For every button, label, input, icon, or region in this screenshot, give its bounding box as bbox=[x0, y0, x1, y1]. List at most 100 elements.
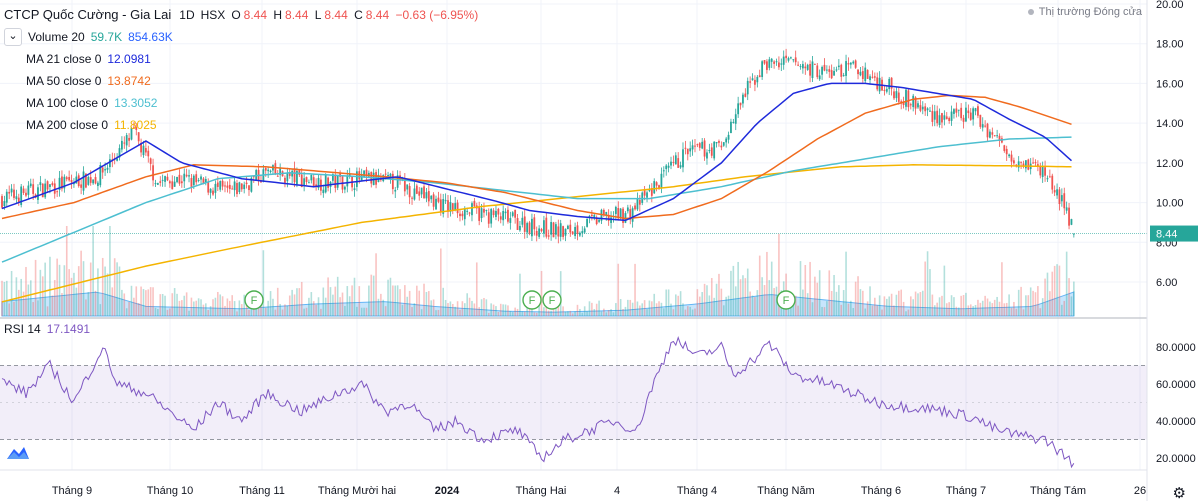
current-price-badge[interactable]: 8.44 bbox=[1150, 225, 1198, 242]
volume-bar bbox=[615, 303, 617, 316]
price-axis[interactable]: 20.0018.0016.0014.0012.0010.008.006.008.… bbox=[1150, 0, 1198, 289]
volume-bar bbox=[456, 301, 459, 316]
candle-body bbox=[1072, 233, 1075, 235]
volume-bar bbox=[276, 287, 279, 316]
rsi-axis[interactable]: 80.0000 60.0000 40.0000 20.0000 bbox=[1156, 342, 1196, 465]
candle-body bbox=[523, 216, 526, 232]
candle-body bbox=[449, 202, 452, 212]
event-label: F bbox=[549, 295, 556, 307]
volume-bar bbox=[65, 226, 68, 316]
candle-body bbox=[902, 101, 905, 105]
volume-bar bbox=[641, 303, 644, 316]
event-marker-f[interactable]: F bbox=[522, 290, 542, 310]
volume-bar bbox=[528, 303, 531, 316]
interval-label[interactable]: 1D bbox=[179, 8, 195, 22]
candle-body bbox=[140, 142, 142, 153]
volume-bar bbox=[588, 301, 591, 316]
volume-bar bbox=[519, 273, 521, 316]
time-tick-label: Tháng 6 bbox=[861, 485, 901, 497]
candle-body bbox=[1053, 190, 1056, 193]
candle-body bbox=[432, 194, 435, 207]
volume-bar bbox=[981, 300, 984, 316]
volume-bar bbox=[351, 285, 353, 316]
event-marker-f[interactable]: F bbox=[542, 290, 562, 310]
time-axis[interactable]: Tháng 9 Tháng 10 Tháng 11 Tháng Mười hai 202… bbox=[52, 485, 1146, 497]
volume-bar bbox=[593, 309, 596, 316]
indicator-value: 11.8025 bbox=[114, 118, 157, 132]
volume-bar bbox=[953, 297, 955, 316]
volume-bar bbox=[231, 295, 233, 316]
candle-body bbox=[1065, 207, 1068, 211]
event-marker-f[interactable]: F bbox=[244, 290, 264, 310]
chevron-down-icon[interactable]: ⌄ bbox=[4, 28, 22, 46]
candle-body bbox=[758, 75, 761, 78]
candle-body bbox=[459, 213, 461, 217]
candle-body bbox=[63, 176, 66, 189]
indicator-ma200[interactable]: MA 200 close 0 11.8025 bbox=[4, 114, 481, 136]
candle-body bbox=[1022, 163, 1025, 167]
volume-bar bbox=[802, 289, 804, 316]
high-value: 8.44 bbox=[285, 8, 309, 22]
tradingview-logo-icon[interactable] bbox=[6, 443, 30, 461]
indicator-ma50[interactable]: MA 50 close 0 13.8742 bbox=[4, 70, 481, 92]
candle-body bbox=[387, 174, 389, 177]
rsi-legend[interactable]: RSI 14 17.1491 bbox=[4, 322, 90, 336]
candle-body bbox=[806, 64, 809, 70]
candle-body bbox=[3, 201, 6, 207]
candle-body bbox=[586, 218, 588, 227]
candle-body bbox=[300, 174, 303, 188]
candle-body bbox=[1056, 189, 1058, 196]
volume-bar bbox=[437, 309, 440, 316]
candle-body bbox=[288, 173, 291, 176]
volume-bar bbox=[715, 283, 718, 316]
volume-bar bbox=[113, 258, 116, 316]
volume-bar bbox=[710, 278, 713, 316]
volume-bar bbox=[473, 303, 476, 316]
volume-bar bbox=[365, 307, 368, 316]
volume-bar bbox=[605, 312, 608, 316]
indicator-label: MA 100 close 0 bbox=[26, 96, 109, 110]
volume-bar bbox=[245, 304, 248, 316]
volume-bar bbox=[727, 295, 730, 316]
time-tick-label: 26 bbox=[1134, 485, 1146, 497]
symbol-title[interactable]: CTCP Quốc Cường - Gia Lai bbox=[4, 7, 172, 22]
volume-bar bbox=[195, 300, 198, 316]
volume-bar bbox=[101, 257, 104, 316]
candle-body bbox=[214, 183, 217, 193]
event-marker-f[interactable]: F bbox=[776, 290, 796, 310]
volume-bar bbox=[190, 297, 193, 316]
candle-body bbox=[104, 169, 107, 171]
volume-bar bbox=[396, 285, 399, 316]
candle-body bbox=[555, 224, 557, 235]
candle-body bbox=[907, 90, 910, 108]
price-tick-label: 10.00 bbox=[1156, 198, 1184, 210]
volume-bar bbox=[523, 311, 526, 316]
volume-bar bbox=[334, 286, 337, 316]
indicator-volume[interactable]: ⌄ Volume 20 59.7K 854.63K bbox=[4, 26, 481, 48]
gear-icon[interactable]: ⚙ bbox=[1172, 485, 1186, 502]
volume-bar bbox=[835, 291, 838, 316]
volume-bar bbox=[672, 309, 675, 316]
volume-bar bbox=[37, 300, 39, 316]
volume-bar bbox=[200, 299, 202, 316]
open-value: 8.44 bbox=[243, 8, 268, 22]
indicator-ma21[interactable]: MA 21 close 0 12.0981 bbox=[4, 48, 481, 70]
candle-body bbox=[897, 92, 900, 102]
volume-bar bbox=[876, 305, 879, 316]
candle-body bbox=[720, 145, 723, 148]
indicator-value: 13.3052 bbox=[114, 96, 158, 110]
candle-body bbox=[912, 95, 915, 108]
candle-body bbox=[610, 217, 612, 223]
candle-body bbox=[413, 188, 416, 200]
candle-body bbox=[873, 76, 876, 78]
candle-body bbox=[216, 182, 219, 187]
volume-bar bbox=[44, 262, 46, 316]
indicator-ma100[interactable]: MA 100 close 0 13.3052 bbox=[4, 92, 481, 114]
volume-bar bbox=[619, 299, 622, 316]
candle-body bbox=[310, 174, 313, 181]
volume-bar bbox=[1013, 301, 1015, 316]
volume-bar bbox=[663, 308, 665, 316]
volume-bar bbox=[463, 303, 466, 316]
